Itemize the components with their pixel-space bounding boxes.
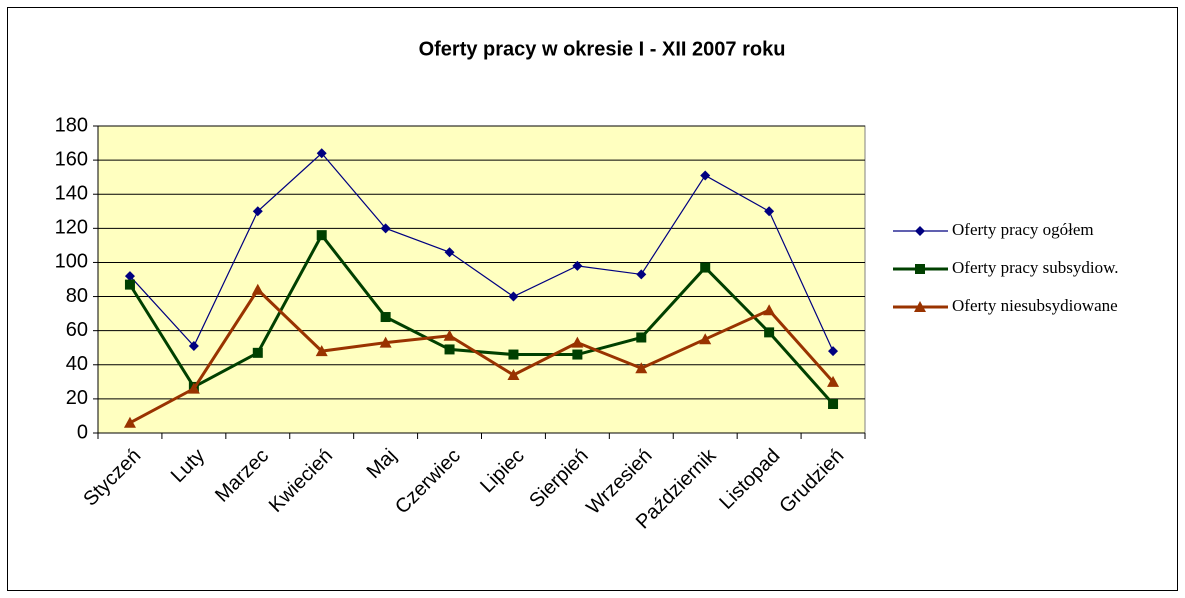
- marker: [124, 279, 135, 290]
- marker: [763, 304, 776, 316]
- marker: [914, 301, 926, 312]
- marker: [571, 336, 584, 348]
- legend-label: Oferty pracy subsydiow.: [952, 258, 1119, 277]
- marker: [316, 230, 327, 241]
- marker: [828, 346, 839, 357]
- legend-label: Oferty niesubsydiowane: [952, 296, 1118, 315]
- marker: [123, 416, 136, 428]
- marker: [444, 247, 455, 258]
- marker: [764, 206, 775, 217]
- marker: [507, 369, 520, 381]
- chart-title: Oferty pracy w okresie I - XII 2007 roku: [419, 38, 786, 60]
- y-tick-label: 0: [77, 421, 88, 443]
- marker: [315, 345, 328, 357]
- marker: [187, 382, 200, 394]
- marker: [508, 349, 519, 360]
- marker: [188, 341, 199, 352]
- legend-label: Oferty pracy ogółem: [952, 220, 1094, 239]
- marker: [828, 399, 839, 410]
- y-tick-label: 180: [55, 114, 88, 136]
- marker: [316, 148, 327, 159]
- marker: [572, 260, 583, 271]
- y-tick-label: 140: [55, 183, 88, 205]
- marker: [124, 271, 135, 282]
- marker: [764, 327, 775, 338]
- y-tick-label: 100: [55, 251, 88, 273]
- marker: [380, 223, 391, 234]
- marker: [699, 333, 712, 345]
- marker: [251, 283, 264, 295]
- marker: [700, 170, 711, 181]
- marker: [379, 336, 392, 348]
- y-tick-label: 20: [66, 387, 88, 409]
- y-tick-label: 160: [55, 148, 88, 170]
- y-tick-label: 40: [66, 353, 88, 375]
- series-line: [128, 232, 835, 406]
- marker: [380, 312, 391, 323]
- marker: [915, 226, 925, 236]
- marker: [635, 362, 648, 374]
- marker: [572, 349, 583, 360]
- marker: [700, 262, 711, 273]
- marker: [915, 264, 925, 274]
- marker: [636, 269, 647, 280]
- marker: [252, 347, 263, 358]
- marker: [827, 375, 840, 387]
- y-tick-label: 120: [55, 217, 88, 239]
- marker: [508, 291, 519, 302]
- marker: [443, 329, 456, 341]
- series-line: [129, 287, 835, 425]
- y-tick-label: 60: [66, 319, 88, 341]
- marker: [444, 344, 455, 355]
- y-tick-label: 80: [66, 285, 88, 307]
- series-line: [129, 152, 834, 352]
- marker: [636, 332, 647, 343]
- plot-area: [97, 125, 866, 434]
- marker: [252, 206, 263, 217]
